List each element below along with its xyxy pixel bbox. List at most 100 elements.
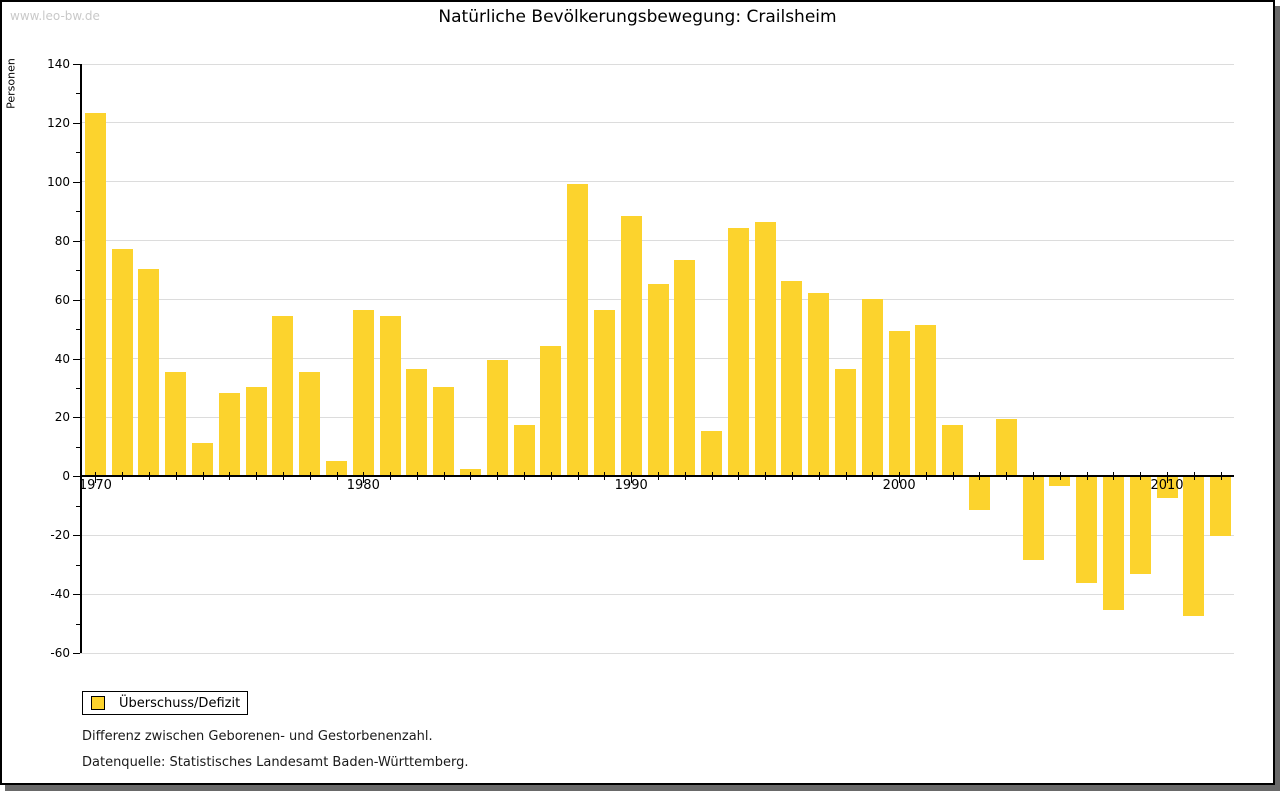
x-tick-1997	[818, 472, 820, 481]
bar-1997	[808, 292, 830, 476]
caption-datasource: Datenquelle: Statistisches Landesamt Bad…	[82, 755, 469, 770]
y-tick-100	[73, 181, 80, 183]
bar-1990	[620, 216, 642, 476]
y-tick-label-40: 40	[54, 351, 70, 366]
bar-1972	[138, 269, 160, 476]
x-tick-1970	[95, 472, 97, 484]
x-tick-2012	[1220, 472, 1222, 481]
x-tick-1983	[443, 472, 445, 481]
x-tick-1981	[390, 472, 392, 481]
chart-title: Natürliche Bevölkerungsbewegung: Crailsh…	[438, 7, 837, 27]
y-tick--20	[73, 535, 80, 537]
bar-2009	[1129, 477, 1151, 575]
bar-2004	[995, 419, 1017, 476]
x-tick-1987	[550, 472, 552, 481]
y-tick--30	[76, 564, 80, 566]
gridline-80	[80, 240, 1234, 242]
y-tick-label-20: 20	[54, 410, 70, 425]
x-tick-2006	[1059, 472, 1061, 481]
x-tick-1995	[765, 472, 767, 481]
bar-1989	[593, 310, 615, 476]
y-tick-110	[76, 152, 80, 154]
x-tick-1975	[229, 472, 231, 481]
y-tick-label--20: -20	[50, 528, 70, 543]
bar-1998	[835, 369, 857, 476]
bar-2001	[915, 325, 937, 476]
bar-2007	[1076, 477, 1098, 584]
x-tick-1986	[524, 472, 526, 481]
plot-area: -60 -40 -20 0 20 40 60 80 100 120 140 1970 1980 1990 2…	[47, 57, 1234, 660]
x-tick-1989	[604, 472, 606, 481]
x-tick-1972	[148, 472, 150, 481]
x-tick-1990	[631, 472, 633, 484]
bar-1985	[486, 360, 508, 476]
x-tick-2004	[1006, 472, 1008, 481]
x-axis-zero-line	[80, 475, 1234, 478]
x-tick-2002	[952, 472, 954, 481]
bar-1970	[84, 113, 106, 476]
x-tick-1973	[175, 472, 177, 481]
y-tick-140	[73, 64, 80, 65]
gridline-140	[80, 63, 1234, 65]
bar-1996	[781, 280, 803, 476]
x-tick-1994	[738, 472, 740, 481]
x-tick-2001	[925, 472, 927, 481]
y-tick--40	[73, 594, 80, 596]
x-tick-1999	[872, 472, 874, 481]
y-tick-label-0: 0	[62, 469, 70, 484]
y-tick-10	[76, 446, 80, 448]
bar-1977	[272, 316, 294, 476]
y-tick--50	[76, 623, 80, 625]
x-tick-1977	[282, 472, 284, 481]
x-tick-1976	[256, 472, 258, 481]
y-axis-line	[80, 64, 82, 653]
x-tick-1998	[845, 472, 847, 481]
bar-1995	[754, 222, 776, 476]
x-tick-1984	[470, 472, 472, 481]
bar-1976	[245, 386, 267, 476]
y-tick-label-100: 100	[47, 174, 70, 189]
x-tick-2003	[979, 472, 981, 481]
y-tick-90	[76, 211, 80, 213]
bar-2008	[1102, 477, 1124, 610]
y-tick--60	[73, 653, 80, 654]
y-tick-30	[76, 387, 80, 389]
watermark: www.leo-bw.de	[10, 9, 100, 23]
bar-1981	[379, 316, 401, 476]
bar-1986	[513, 425, 535, 476]
bar-1980	[352, 310, 374, 476]
x-tick-2007	[1086, 472, 1088, 481]
x-tick-1988	[577, 472, 579, 481]
legend-swatch-icon	[91, 696, 105, 710]
y-tick-60	[73, 299, 80, 301]
bar-2010	[1156, 477, 1178, 498]
bar-1994	[727, 227, 749, 476]
bar-1999	[861, 298, 883, 476]
x-tick-1978	[309, 472, 311, 481]
bar-1982	[406, 369, 428, 476]
y-tick--10	[76, 505, 80, 507]
y-tick-70	[76, 270, 80, 272]
x-tick-2011	[1193, 472, 1195, 481]
x-tick-1982	[416, 472, 418, 481]
x-tick-label-2000: 2000	[882, 478, 916, 494]
bar-1978	[299, 372, 321, 476]
y-tick-label-140: 140	[47, 57, 70, 71]
y-axis-label: Personen	[4, 58, 18, 109]
x-tick-1991	[658, 472, 659, 481]
bar-1993	[701, 431, 723, 476]
x-tick-1993	[711, 472, 713, 481]
x-tick-2005	[1033, 472, 1035, 481]
gridline-100	[80, 181, 1234, 183]
y-tick-120	[73, 122, 80, 124]
bar-1987	[540, 345, 562, 476]
bar-2005	[1022, 477, 1044, 560]
x-tick-1974	[202, 472, 204, 481]
x-tick-2010	[1167, 472, 1169, 484]
bar-1975	[218, 392, 240, 476]
bar-1992	[674, 260, 696, 476]
bar-1979	[326, 460, 347, 476]
y-tick-130	[76, 93, 80, 95]
bar-2006	[1049, 477, 1071, 487]
